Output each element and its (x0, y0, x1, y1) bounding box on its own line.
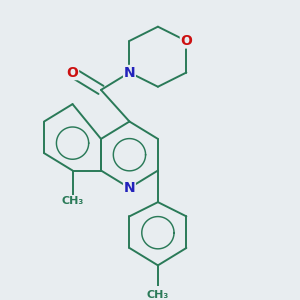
Text: O: O (67, 65, 79, 80)
Text: N: N (124, 65, 135, 80)
Text: CH₃: CH₃ (61, 196, 84, 206)
Text: O: O (180, 34, 192, 48)
Text: N: N (124, 181, 135, 195)
Text: CH₃: CH₃ (147, 290, 169, 300)
